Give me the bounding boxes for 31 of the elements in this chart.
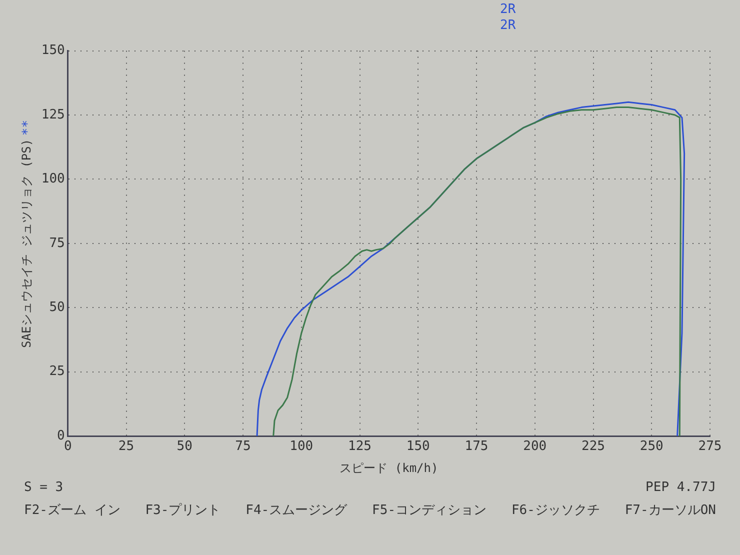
text: 2R bbox=[500, 18, 516, 33]
x-tick-label: 225 bbox=[582, 439, 605, 454]
x-tick-label: 50 bbox=[176, 439, 192, 454]
text: F7-カーソルON bbox=[624, 502, 716, 519]
text: ** bbox=[14, 120, 29, 136]
y-tick-label: 150 bbox=[41, 43, 65, 58]
text: F4-スムージング bbox=[246, 502, 348, 519]
x-tick-label: 250 bbox=[640, 439, 664, 454]
x-tick-label: 275 bbox=[698, 439, 722, 454]
x-tick-label: 75 bbox=[235, 439, 251, 454]
x-tick-label: 25 bbox=[118, 439, 134, 454]
y-tick-label: 25 bbox=[49, 364, 65, 380]
y-axis-title: SAEシュウセイチ ジュツリョク (PS) bbox=[19, 138, 34, 348]
x-tick-label: 175 bbox=[464, 439, 488, 454]
text: F6-ジッソクチ bbox=[511, 502, 600, 519]
text: F3-プリント bbox=[145, 502, 221, 519]
x-tick-label: 200 bbox=[523, 439, 547, 454]
y-tick-label: 125 bbox=[41, 107, 65, 122]
x-tick-label: 125 bbox=[348, 439, 372, 454]
x-tick-label: 100 bbox=[290, 439, 314, 454]
text: 2R bbox=[500, 2, 516, 17]
y-tick-label: 100 bbox=[41, 172, 65, 187]
y-tick-label: 75 bbox=[49, 236, 65, 251]
text: F2-ズーム イン bbox=[24, 502, 120, 519]
text: F5-コンディション bbox=[372, 502, 487, 519]
text: S = 3 bbox=[24, 480, 64, 495]
y-tick-label: 0 bbox=[57, 428, 65, 444]
x-tick-label: 150 bbox=[406, 439, 430, 454]
x-axis-title: スピード (km/h) bbox=[340, 460, 438, 475]
text: PEP 4.77J bbox=[646, 480, 716, 495]
y-tick-label: 50 bbox=[49, 300, 65, 315]
